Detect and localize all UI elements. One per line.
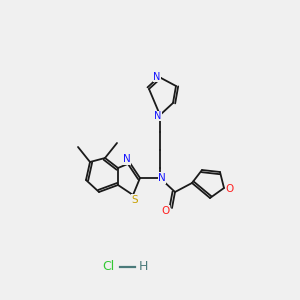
Text: Cl: Cl	[102, 260, 114, 274]
Text: N: N	[153, 72, 161, 82]
Text: N: N	[123, 154, 131, 164]
Text: O: O	[161, 206, 169, 216]
Text: O: O	[226, 184, 234, 194]
Text: N: N	[158, 173, 166, 183]
Text: H: H	[138, 260, 148, 274]
Text: S: S	[132, 195, 138, 205]
Text: N: N	[154, 111, 162, 121]
